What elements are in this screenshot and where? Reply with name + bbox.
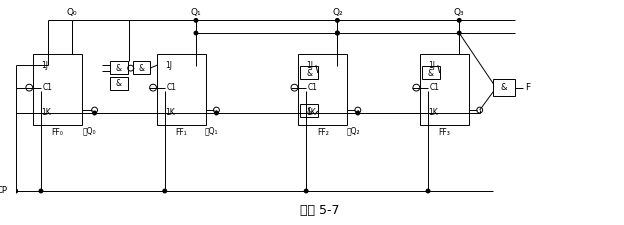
Bar [298,54,347,125]
Text: Q₂: Q₂ [332,8,343,17]
Bar [422,66,440,79]
Text: F: F [525,83,530,92]
Circle shape [194,31,198,35]
Circle shape [93,111,96,115]
Text: &: & [116,79,122,88]
Circle shape [39,189,42,193]
Text: 1K: 1K [41,108,51,117]
Text: ぜQ₂: ぜQ₂ [346,126,360,135]
Text: 1K: 1K [428,108,438,117]
Bar [132,61,150,74]
Circle shape [426,189,430,193]
Circle shape [14,189,17,193]
Text: Q₁: Q₁ [191,8,202,17]
Text: 题图 5-7: 题图 5-7 [300,204,339,217]
Circle shape [457,19,461,22]
Text: FF₁: FF₁ [175,128,187,137]
Text: CP: CP [0,187,7,196]
Circle shape [336,31,339,35]
Circle shape [305,189,308,193]
Text: C1: C1 [430,83,440,92]
Circle shape [457,31,461,35]
Circle shape [336,19,339,22]
Text: 1J: 1J [165,61,172,70]
Text: FF₀: FF₀ [52,128,64,137]
Text: &: & [306,107,312,116]
Bar [420,54,469,125]
Text: &: & [428,69,434,77]
Text: &: & [116,64,122,73]
Bar [110,77,128,90]
Bar [157,54,206,125]
Circle shape [356,111,359,115]
Text: ぜQ₁: ぜQ₁ [205,126,218,135]
Circle shape [194,19,198,22]
Text: FF₃: FF₃ [439,128,451,137]
Bar [110,61,128,74]
Bar [300,104,318,117]
Bar [494,79,515,96]
Text: &: & [501,83,507,92]
Text: &: & [306,69,312,77]
Bar [300,66,318,79]
Text: C1: C1 [43,83,53,92]
Text: 1J: 1J [41,61,48,70]
Text: 1K: 1K [306,108,316,117]
Circle shape [215,111,218,115]
Text: FF₂: FF₂ [317,128,329,137]
Text: C1: C1 [308,83,318,92]
Text: 1J: 1J [428,61,435,70]
Circle shape [336,31,339,35]
Bar [33,54,82,125]
Text: Q₃: Q₃ [454,8,464,17]
Text: C1: C1 [167,83,177,92]
Text: 1K: 1K [165,108,175,117]
Circle shape [163,189,167,193]
Text: 1J: 1J [306,61,313,70]
Text: ぜQ₀: ぜQ₀ [83,126,97,135]
Text: &: & [139,64,144,73]
Text: Q₀: Q₀ [67,8,77,17]
Circle shape [14,189,17,193]
